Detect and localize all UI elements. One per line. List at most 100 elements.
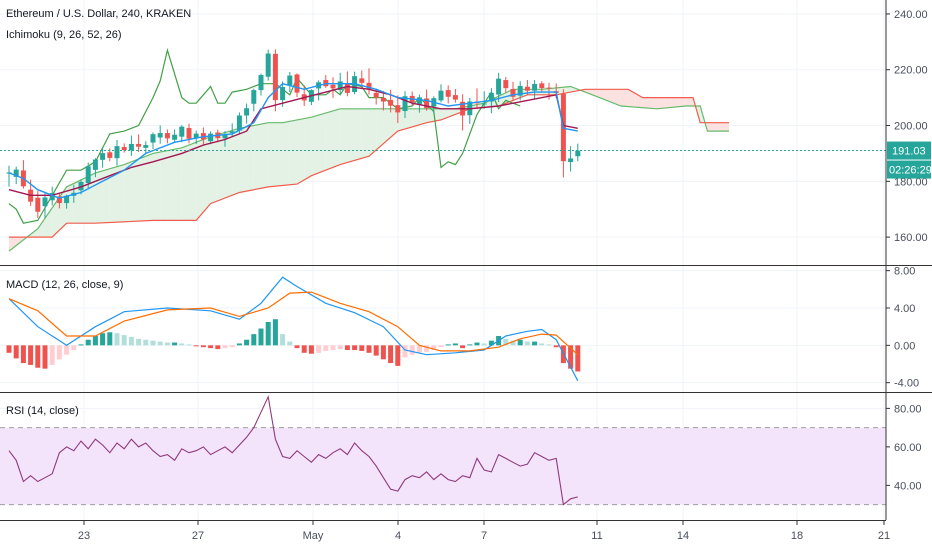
candle-body bbox=[373, 92, 379, 98]
macd-histogram-bar bbox=[546, 344, 552, 346]
candle-body bbox=[92, 159, 98, 170]
tenkan-sen-line bbox=[8, 82, 578, 199]
kumo-cloud-segment bbox=[189, 142, 197, 221]
price-y-tick-label: 160.00 bbox=[894, 232, 928, 244]
candle-body bbox=[107, 152, 113, 158]
kumo-cloud-segment bbox=[203, 136, 211, 212]
kumo-cloud-segment bbox=[714, 122, 722, 132]
macd-signal-line bbox=[8, 291, 579, 356]
kumo-cloud-segment bbox=[217, 132, 225, 201]
macd-histogram-bar bbox=[236, 343, 242, 346]
candle-body bbox=[172, 134, 178, 140]
candle-body bbox=[56, 196, 62, 204]
candle-body bbox=[78, 181, 84, 191]
kumo-cloud-segment bbox=[426, 108, 434, 123]
macd-histogram-bar bbox=[503, 338, 509, 346]
kumo-cloud-segment bbox=[347, 108, 355, 163]
candle-body bbox=[568, 158, 574, 163]
macd-histogram-bar bbox=[172, 342, 178, 346]
macd-histogram-bar bbox=[330, 345, 336, 350]
macd-histogram-bar bbox=[517, 339, 523, 346]
kumo-cloud-segment bbox=[628, 89, 636, 108]
macd-histogram-bar bbox=[20, 345, 26, 364]
kumo-cloud-segment bbox=[102, 168, 110, 223]
macd-histogram-bar bbox=[424, 345, 430, 352]
candle-body bbox=[395, 105, 401, 113]
macd-histogram-bar bbox=[287, 341, 293, 346]
kumo-cloud-segment bbox=[448, 108, 456, 118]
kumo-cloud-segment bbox=[405, 108, 413, 130]
macd-histogram-bar bbox=[114, 333, 120, 346]
kumo-cloud-segment bbox=[642, 97, 650, 109]
price-y-tick-label: 180.00 bbox=[894, 176, 928, 188]
kumo-cloud-segment bbox=[441, 108, 449, 120]
kumo-cloud-segment bbox=[282, 121, 290, 186]
candle-body bbox=[49, 193, 55, 201]
kumo-cloud-segment bbox=[246, 125, 254, 192]
candle-body bbox=[496, 78, 502, 95]
candle-body bbox=[236, 115, 242, 131]
kumo-cloud-segment bbox=[145, 153, 153, 221]
kumo-cloud-segment bbox=[325, 110, 333, 171]
macd-histogram-bar bbox=[42, 345, 48, 369]
macd-histogram-bar bbox=[438, 345, 444, 348]
candle-body bbox=[265, 53, 271, 77]
candle-body bbox=[359, 78, 365, 83]
macd-histogram-bar bbox=[316, 345, 322, 353]
candle-body bbox=[114, 146, 120, 159]
kumo-cloud-segment bbox=[606, 89, 614, 104]
macd-line bbox=[8, 276, 579, 382]
rsi-legend[interactable]: RSI (14, close) bbox=[6, 405, 79, 417]
candle-body bbox=[136, 143, 142, 147]
price-y-tick-label: 200.00 bbox=[894, 121, 928, 133]
macd-histogram-bar bbox=[532, 341, 538, 346]
macd-histogram-bar bbox=[164, 342, 170, 346]
macd-histogram-bar bbox=[56, 345, 62, 360]
kumo-cloud-segment bbox=[678, 97, 686, 107]
kumo-cloud-segment bbox=[210, 134, 218, 204]
macd-histogram-bar bbox=[157, 341, 163, 346]
macd-histogram-bar bbox=[35, 345, 41, 368]
rsi-y-tick-label: 80.00 bbox=[894, 403, 922, 415]
macd-histogram-bar bbox=[344, 345, 350, 350]
macd-histogram-bar bbox=[380, 345, 386, 360]
candle-body bbox=[366, 82, 372, 90]
ichimoku-legend[interactable]: Ichimoku (9, 26, 52, 26) bbox=[6, 29, 122, 41]
kumo-cloud-segment bbox=[52, 197, 60, 238]
candle-body bbox=[330, 84, 336, 89]
macd-legend[interactable]: MACD (12, 26, close, 9) bbox=[6, 279, 124, 291]
macd-histogram-bar bbox=[409, 345, 415, 355]
kumo-cloud-segment bbox=[664, 97, 672, 109]
rsi-band-fill bbox=[0, 427, 886, 505]
macd-histogram-bar bbox=[251, 334, 257, 346]
candle-body bbox=[179, 126, 185, 137]
macd-histogram-bar bbox=[395, 345, 401, 366]
candle-body bbox=[143, 145, 149, 148]
macd-histogram-bar bbox=[388, 345, 394, 364]
macd-y-tick-label: -4.00 bbox=[894, 378, 919, 390]
kumo-cloud-segment bbox=[671, 97, 679, 108]
macd-histogram-bar bbox=[337, 345, 343, 350]
macd-histogram-bar bbox=[575, 345, 581, 372]
candle-body bbox=[251, 90, 257, 104]
candle-body bbox=[287, 75, 293, 86]
macd-histogram-bar bbox=[186, 344, 192, 346]
macd-histogram-bar bbox=[474, 342, 480, 346]
macd-histogram-bar bbox=[272, 319, 278, 346]
x-tick-label: 11 bbox=[591, 530, 602, 542]
candle-body bbox=[539, 83, 545, 89]
kumo-cloud-segment bbox=[160, 150, 168, 221]
candle-body bbox=[150, 134, 156, 143]
kumo-cloud-segment bbox=[117, 164, 125, 223]
x-tick-label: 21 bbox=[878, 530, 890, 542]
candle-body bbox=[488, 92, 494, 102]
kumo-cloud-segment bbox=[196, 139, 204, 221]
last-price-badge bbox=[887, 141, 931, 160]
x-tick-label: 4 bbox=[395, 530, 401, 542]
macd-histogram-bar bbox=[467, 344, 473, 346]
x-tick-label: 7 bbox=[481, 530, 487, 542]
macd-y-tick-label: 8.00 bbox=[894, 266, 915, 278]
macd-histogram-bar bbox=[28, 345, 34, 365]
macd-histogram-bar bbox=[258, 328, 264, 346]
kumo-cloud-segment bbox=[318, 112, 326, 173]
